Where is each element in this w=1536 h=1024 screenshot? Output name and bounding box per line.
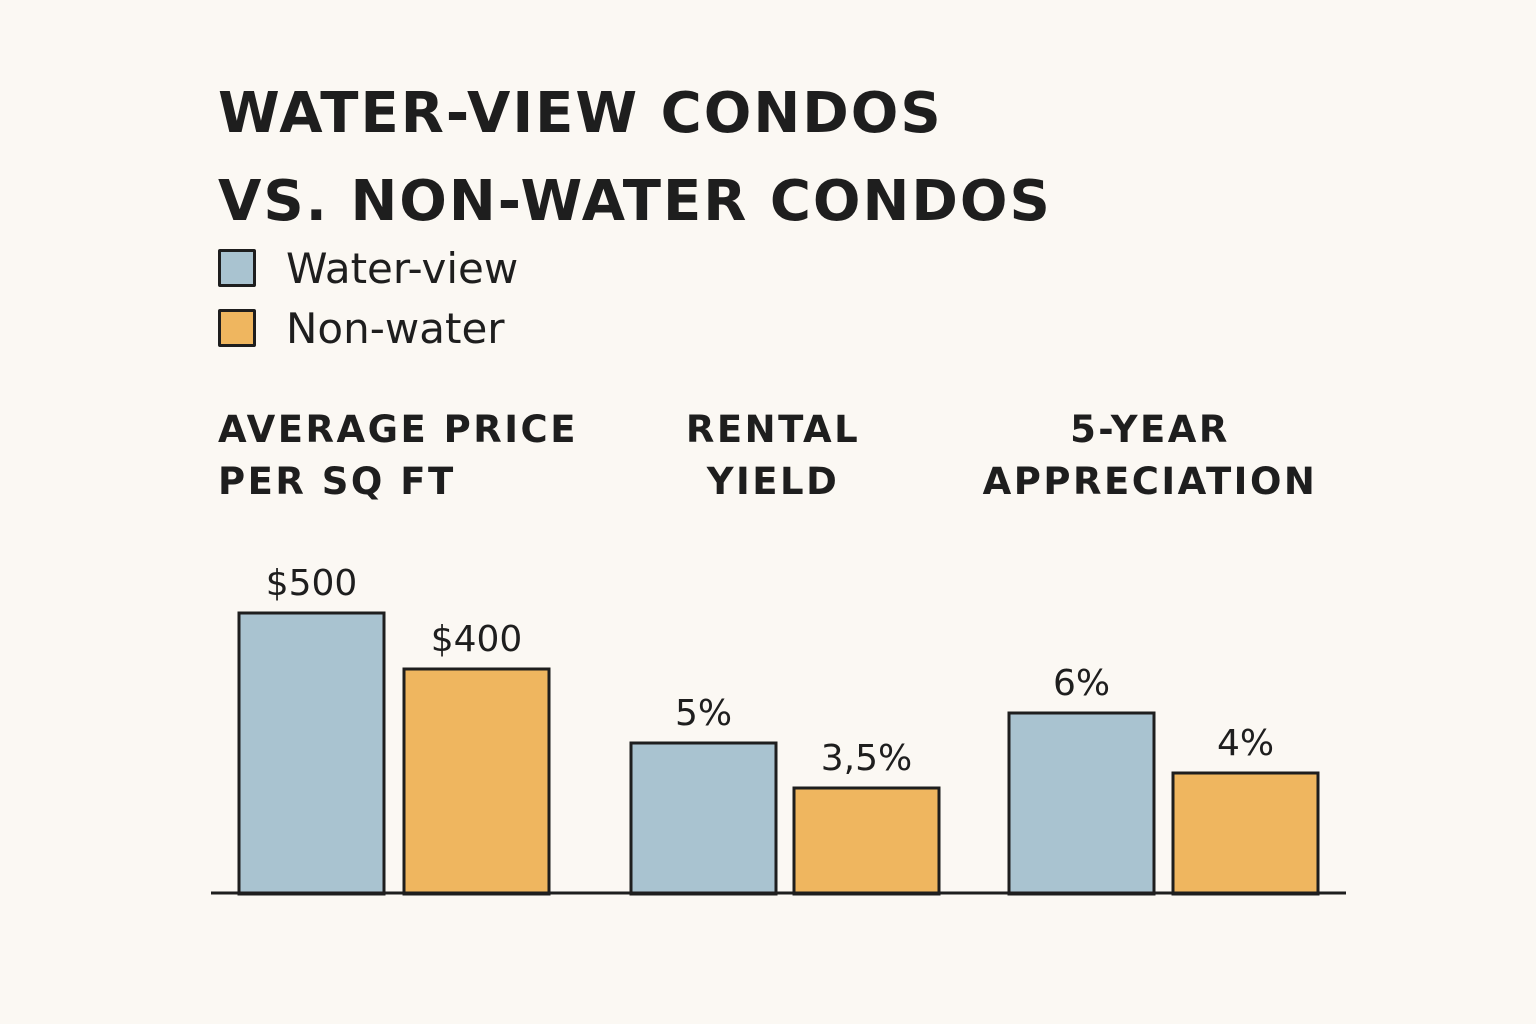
value-label-price-water-view: $500	[266, 563, 358, 604]
category-label-price: AVERAGE PRICE PER SQ FT	[218, 404, 578, 508]
category-label-appreciation-line-1: 5-YEAR	[1070, 408, 1230, 451]
category-label-price-line-1: AVERAGE PRICE	[218, 408, 578, 451]
value-label-rental-yield-non-water: 3,5%	[821, 738, 912, 779]
bar-rental-yield-non-water	[792, 786, 941, 896]
bar-appreciation-non-water	[1171, 771, 1320, 896]
bar-rental-yield-water-view	[629, 741, 778, 896]
category-label-appreciation-line-2: APPRECIATION	[982, 460, 1318, 503]
legend: Water-view Non-water	[218, 240, 518, 360]
value-label-rental-yield-water-view: 5%	[675, 693, 732, 734]
legend-item-non-water: Non-water	[218, 300, 518, 356]
value-label-appreciation-non-water: 4%	[1217, 723, 1274, 764]
chart-title: WATER-VIEW CONDOS VS. NON-WATER CONDOS	[218, 70, 1052, 246]
legend-swatch-water-view	[218, 249, 256, 287]
category-label-appreciation: 5-YEAR APPRECIATION	[960, 404, 1340, 508]
chart-title-line-2: VS. NON-WATER CONDOS	[218, 169, 1052, 234]
category-label-rental-yield-line-1: RENTAL	[685, 408, 861, 451]
category-label-rental-yield-line-2: YIELD	[706, 460, 840, 503]
legend-item-water-view: Water-view	[218, 240, 518, 296]
legend-swatch-non-water	[218, 309, 256, 347]
bar-appreciation-water-view	[1007, 711, 1156, 896]
bar-price-non-water	[402, 667, 551, 896]
category-label-price-line-2: PER SQ FT	[218, 460, 456, 503]
bar-price-water-view	[237, 611, 386, 896]
legend-label-non-water: Non-water	[286, 303, 505, 353]
chart-title-line-1: WATER-VIEW CONDOS	[218, 81, 943, 146]
value-label-price-non-water: $400	[431, 619, 523, 660]
legend-label-water-view: Water-view	[286, 243, 519, 293]
category-label-rental-yield: RENTAL YIELD	[623, 404, 923, 508]
value-label-appreciation-water-view: 6%	[1053, 663, 1110, 704]
